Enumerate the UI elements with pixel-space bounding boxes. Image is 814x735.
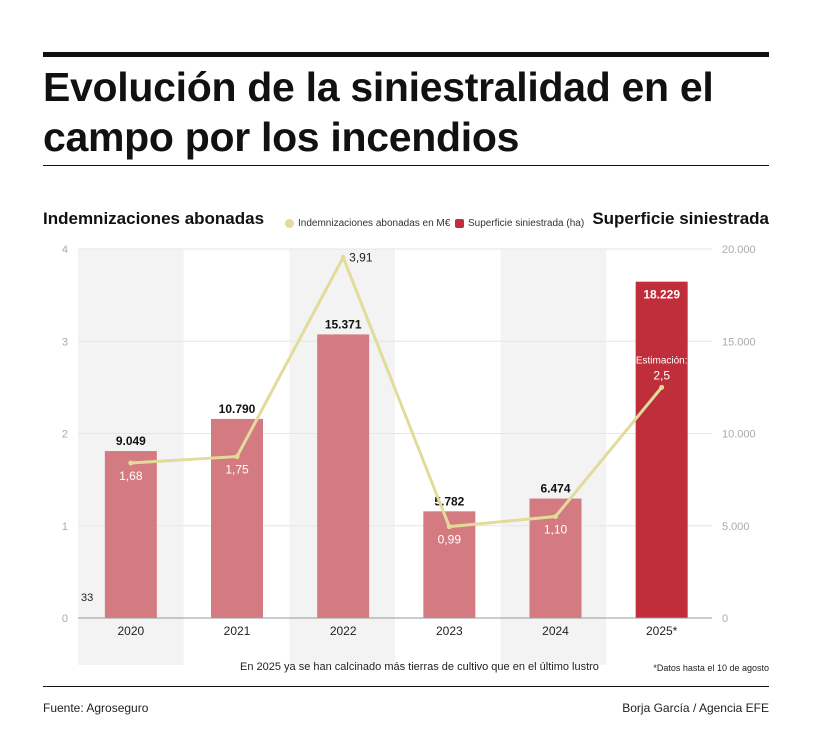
bar-value-label: 9.049 <box>116 434 146 448</box>
right-tick-label: 5.000 <box>722 521 750 533</box>
legend-swatch-line <box>285 219 294 228</box>
legend-label: Indemnizaciones abonadas en M€ <box>298 218 451 229</box>
right-tick-label: 15.000 <box>722 336 756 348</box>
bar-value-label: 6.474 <box>540 482 570 496</box>
bar <box>211 418 263 618</box>
left-axis-title: Indemnizaciones abonadas <box>43 209 265 228</box>
bar <box>635 281 688 618</box>
x-tick-label: 2022 <box>330 624 357 638</box>
x-tick-label: 2025* <box>646 624 678 638</box>
bar-value-label: 15.371 <box>325 317 362 331</box>
bar-value-label: 10.790 <box>219 402 256 416</box>
legend-item-bar: Superficie siniestrada (ha) <box>455 218 584 229</box>
line-value-label: 1,68 <box>119 469 143 483</box>
line-point <box>340 254 346 260</box>
right-axis-title: Superficie siniestrada <box>592 209 769 228</box>
right-tick-label: 10.000 <box>722 429 756 441</box>
footer-divider <box>43 686 769 687</box>
x-tick-label: 2023 <box>436 624 463 638</box>
line-point <box>234 454 240 460</box>
top-rule <box>43 52 769 57</box>
left-tick-label: 3 <box>62 336 68 348</box>
x-tick-label: 2020 <box>117 624 144 638</box>
line-value-label: 2,5 <box>653 368 670 382</box>
left-tick-label: 0 <box>62 613 68 625</box>
legend-label: Superficie siniestrada (ha) <box>468 218 585 229</box>
source: Fuente: Agroseguro <box>43 701 149 715</box>
legend-item-line: Indemnizaciones abonadas en M€ <box>285 218 450 229</box>
line-value-label: 3,91 <box>349 250 373 264</box>
credit: Borja García / Agencia EFE <box>622 701 769 715</box>
bar <box>317 334 370 618</box>
chart-note: En 2025 ya se han calcinado más tierras … <box>240 661 599 673</box>
left-tick-label: 4 <box>62 244 68 256</box>
line-series <box>130 255 663 529</box>
footnote: *Datos hasta el 10 de agosto <box>653 663 769 673</box>
line-point <box>128 460 134 466</box>
line-value-label: 1,10 <box>544 523 568 537</box>
title-divider <box>43 165 769 166</box>
line-value-label: 1,75 <box>225 463 249 477</box>
estimation-annotation: Estimación: <box>636 355 688 366</box>
stray-annotation: 33 <box>81 592 93 604</box>
x-tick-label: 2021 <box>224 624 251 638</box>
left-tick-label: 2 <box>62 429 68 441</box>
right-tick-label: 0 <box>722 613 728 625</box>
legend-swatch-bar <box>455 219 464 228</box>
line-point <box>553 514 558 520</box>
bar <box>104 451 157 618</box>
bar-value-label: 18.229 <box>643 288 680 302</box>
page-title: Evolución de la siniestralidad en el cam… <box>43 64 714 160</box>
line-value-label: 0,99 <box>438 533 462 547</box>
x-tick-label: 2024 <box>542 624 569 638</box>
left-tick-label: 1 <box>62 521 68 533</box>
line-point <box>446 524 452 530</box>
line-point <box>659 384 665 390</box>
right-tick-label: 20.000 <box>722 244 756 256</box>
